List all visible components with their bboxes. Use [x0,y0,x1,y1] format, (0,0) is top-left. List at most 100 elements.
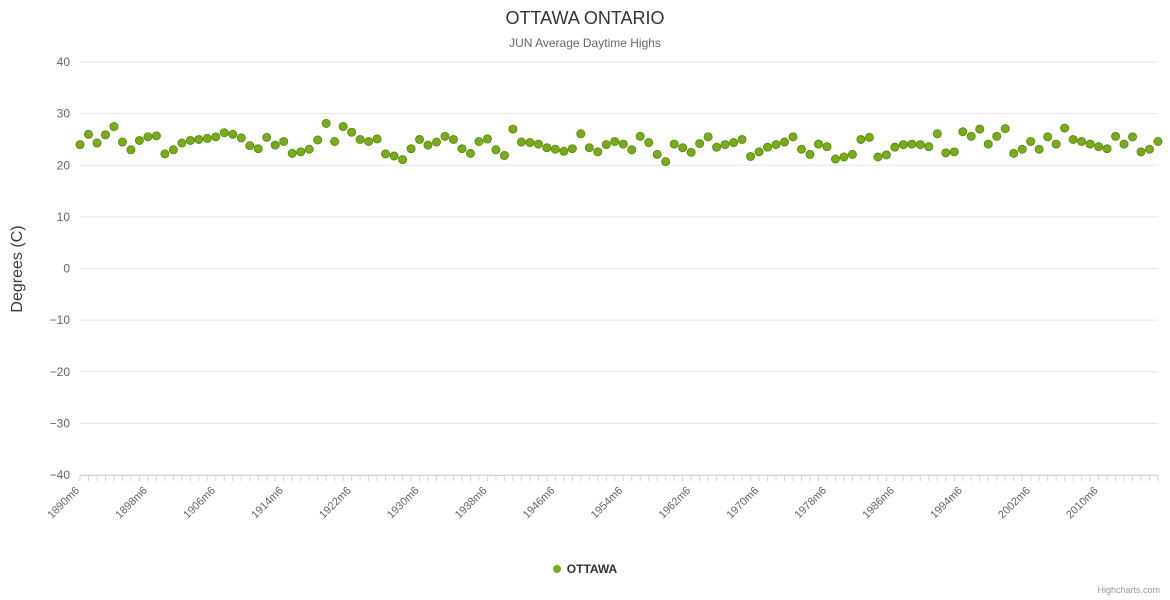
data-point[interactable] [508,124,518,134]
data-point[interactable] [202,133,212,143]
highcharts-credit-link[interactable]: Highcharts.com [1097,585,1160,595]
data-point[interactable] [890,142,900,152]
data-point[interactable] [1111,131,1121,141]
data-point[interactable] [245,141,255,151]
data-point[interactable] [1017,144,1027,154]
data-point[interactable] [389,151,399,161]
data-point[interactable] [635,131,645,141]
data-point[interactable] [117,137,127,147]
data-point[interactable] [432,137,442,147]
data-point[interactable] [423,140,433,150]
data-point[interactable] [313,135,323,145]
data-point[interactable] [415,134,425,144]
data-point[interactable] [610,137,620,147]
data-point[interactable] [559,146,569,156]
data-point[interactable] [194,134,204,144]
data-point[interactable] [236,133,246,143]
data-point[interactable] [465,148,475,158]
data-point[interactable] [1060,123,1070,133]
data-point[interactable] [958,127,968,137]
data-point[interactable] [881,150,891,160]
data-point[interactable] [126,145,136,155]
data-point[interactable] [448,134,458,144]
data-point[interactable] [864,132,874,142]
data-point[interactable] [406,144,416,154]
data-point[interactable] [1145,144,1155,154]
data-point[interactable] [304,144,314,154]
data-point[interactable] [109,122,119,132]
data-point[interactable] [253,144,263,154]
data-point[interactable] [983,139,993,149]
data-point[interactable] [1153,137,1163,147]
data-point[interactable] [228,129,238,139]
data-point[interactable] [847,149,857,159]
data-point[interactable] [1068,134,1078,144]
data-point[interactable] [270,140,280,150]
data-point[interactable] [949,147,959,157]
data-point[interactable] [584,143,594,153]
data-point[interactable] [491,145,501,155]
legend-item-ottawa[interactable]: OTTAWA [0,562,1170,576]
data-point[interactable] [151,131,161,141]
data-point[interactable] [601,140,611,150]
data-point[interactable] [822,142,832,152]
data-point[interactable] [219,128,229,138]
data-point[interactable] [678,143,688,153]
data-point[interactable] [440,131,450,141]
data-point[interactable] [576,129,586,139]
data-point[interactable] [992,131,1002,141]
data-point[interactable] [941,148,951,158]
data-point[interactable] [338,122,348,132]
data-point[interactable] [1094,142,1104,152]
data-point[interactable] [593,147,603,157]
data-point[interactable] [296,147,306,157]
data-point[interactable] [915,140,925,150]
data-point[interactable] [712,142,722,152]
data-point[interactable] [618,139,628,149]
data-point[interactable] [185,135,195,145]
data-point[interactable] [262,132,272,142]
data-point[interactable] [813,139,823,149]
data-point[interactable] [398,155,408,165]
data-point[interactable] [177,138,187,148]
data-point[interactable] [499,150,509,160]
data-point[interactable] [567,144,577,154]
data-point[interactable] [1119,139,1129,149]
data-point[interactable] [1085,139,1095,149]
data-point[interactable] [686,147,696,157]
data-point[interactable] [1034,144,1044,154]
data-point[interactable] [1043,132,1053,142]
data-point[interactable] [355,134,365,144]
data-point[interactable] [1102,144,1112,154]
data-point[interactable] [321,118,331,128]
data-point[interactable] [771,140,781,150]
data-point[interactable] [542,143,552,153]
data-point[interactable] [924,142,934,152]
data-point[interactable] [550,144,560,154]
data-point[interactable] [330,137,340,147]
data-point[interactable] [763,142,773,152]
data-point[interactable] [83,129,93,139]
data-point[interactable] [134,135,144,145]
data-point[interactable] [211,132,221,142]
data-point[interactable] [780,137,790,147]
data-point[interactable] [898,140,908,150]
data-point[interactable] [287,148,297,158]
data-point[interactable] [482,134,492,144]
data-point[interactable] [737,134,747,144]
data-point[interactable] [92,138,102,148]
data-point[interactable] [661,157,671,167]
data-point[interactable] [1136,147,1146,157]
data-point[interactable] [669,139,679,149]
data-point[interactable] [100,130,110,140]
data-point[interactable] [533,139,543,149]
data-point[interactable] [627,145,637,155]
data-point[interactable] [75,140,85,150]
data-point[interactable] [966,131,976,141]
data-point[interactable] [160,149,170,159]
data-point[interactable] [796,144,806,154]
data-point[interactable] [1026,137,1036,147]
data-point[interactable] [1000,124,1010,134]
data-point[interactable] [279,137,289,147]
data-point[interactable] [805,149,815,159]
